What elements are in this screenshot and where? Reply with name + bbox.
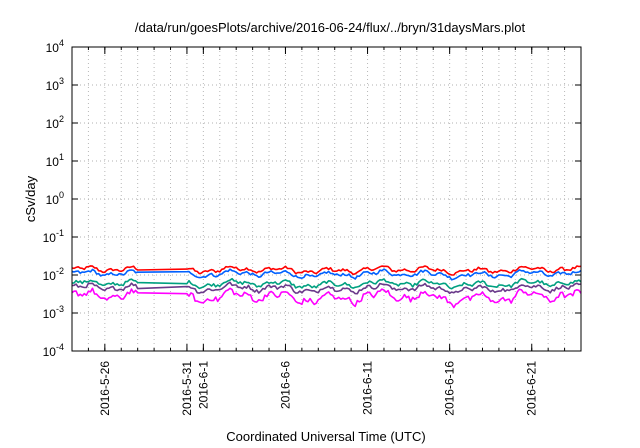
series-line	[71, 265, 582, 276]
y-tick-label: 10-4	[43, 342, 64, 359]
y-axis-label: cSv/day	[23, 175, 38, 222]
y-tick-label: 10-2	[43, 266, 64, 283]
series-line	[71, 287, 582, 309]
y-axis: 10-4 10-3 10-2 10-1 100 101 102 103 104	[43, 38, 581, 359]
x-tick-label: 2016-6-16	[443, 361, 457, 416]
y-tick-label: 100	[46, 190, 64, 207]
grid-lines	[72, 47, 581, 351]
x-axis-label: Coordinated Universal Time (UTC)	[226, 429, 425, 444]
series-line	[71, 268, 582, 281]
x-tick-label: 2016-6-11	[361, 361, 375, 415]
y-tick-label: 104	[46, 38, 64, 55]
x-axis: 2016-5-26 2016-5-31 2016-6-1 2016-6-6 2016-6…	[87, 47, 566, 416]
y-tick-label: 103	[46, 76, 64, 93]
x-tick-label: 2016-5-26	[98, 361, 112, 416]
series-line	[71, 281, 582, 295]
chart-title: /data/run/goesPlots/archive/2016-06-24/f…	[135, 20, 526, 35]
x-tick-label: 2016-5-31	[180, 361, 194, 416]
x-tick-label: 2016-6-6	[278, 361, 292, 409]
y-tick-label: 102	[46, 114, 64, 131]
y-tick-label: 10-3	[43, 304, 64, 321]
y-tick-label: 10-1	[43, 228, 64, 245]
plot-area	[71, 265, 582, 309]
x-tick-label: 2016-6-21	[525, 361, 539, 416]
series-line	[71, 277, 582, 290]
y-tick-label: 101	[46, 152, 64, 169]
x-tick-label: 2016-6-1	[196, 361, 210, 409]
